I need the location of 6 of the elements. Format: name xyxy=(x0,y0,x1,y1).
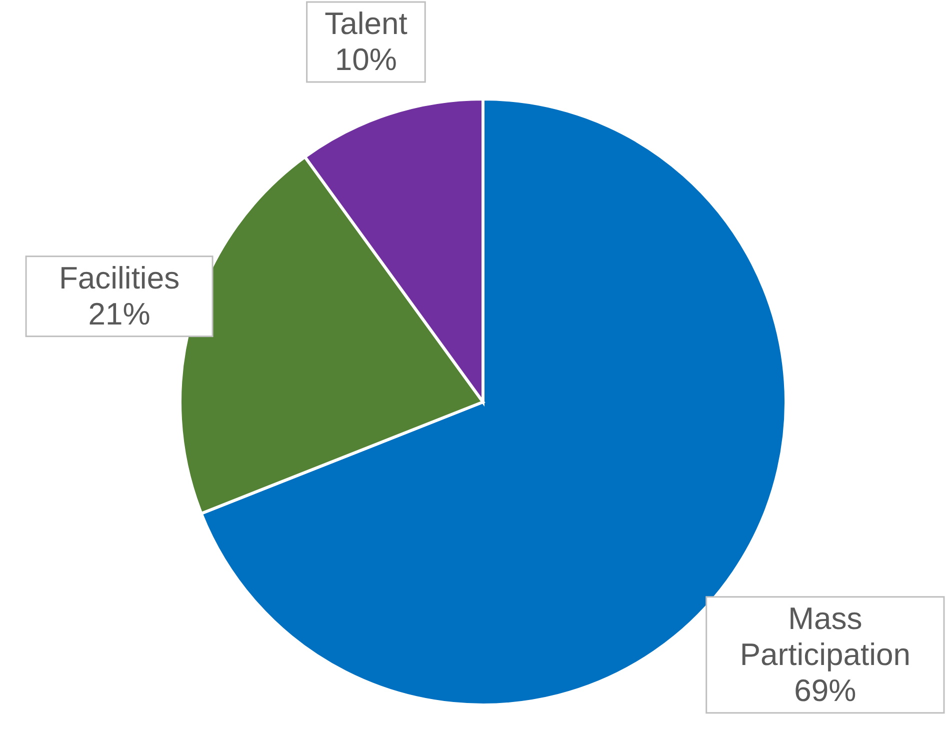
data-label: 10% xyxy=(334,42,397,77)
data-label: 21% xyxy=(88,296,150,332)
slice-label: Mass Participation xyxy=(740,600,910,672)
data-label: 69% xyxy=(794,672,856,708)
slice-label: Talent xyxy=(324,6,408,41)
slice-label: Facilities xyxy=(58,260,180,296)
